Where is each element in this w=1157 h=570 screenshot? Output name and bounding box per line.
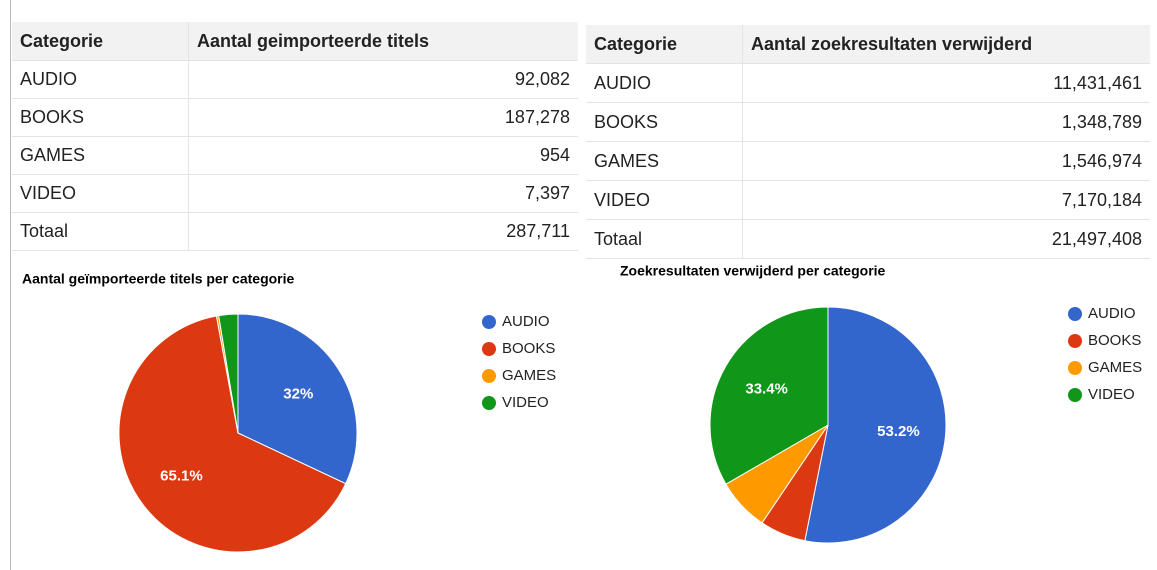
legend-swatch <box>1068 361 1082 375</box>
table-row: Totaal 287,711 <box>12 212 578 251</box>
frame <box>10 0 1157 570</box>
pie-slice <box>118 315 347 553</box>
column-header: Categorie <box>12 22 189 61</box>
legend-swatch <box>482 396 496 410</box>
table-cell: GAMES <box>586 141 743 181</box>
data-table: Categorie Aantal zoekresultaten verwijder… <box>586 25 1150 259</box>
chart-title: Zoekresultaten verwijderd per categorie <box>620 263 886 279</box>
table-cell: BOOKS <box>12 98 189 137</box>
column-header: Aantal zoekresultaten verwijderd <box>742 25 1150 64</box>
legend-label: VIDEO <box>1088 386 1135 403</box>
slice-label: 53.2% <box>877 423 920 440</box>
table-row: BOOKS 1,348,789 <box>586 102 1150 142</box>
legend-label: VIDEO <box>502 394 549 411</box>
table-cell: 11,431,461 <box>742 63 1150 103</box>
table-cell: BOOKS <box>586 102 743 142</box>
slice-label: 32% <box>283 386 313 403</box>
chart-title: Aantal geïmporteerde titels per categori… <box>22 271 295 287</box>
header-row: Categorie Aantal zoekresultaten verwijder… <box>586 25 1150 64</box>
pie-slice <box>218 313 239 434</box>
pie-slice <box>709 306 829 485</box>
legend-swatch <box>1068 334 1082 348</box>
legend-label: GAMES <box>1088 359 1142 376</box>
column-header: Aantal geimporteerde titels <box>188 22 578 61</box>
table-cell: 21,497,408 <box>742 219 1150 259</box>
header-row: Categorie Aantal geimporteerde titels <box>12 22 578 61</box>
legend-swatch <box>482 342 496 356</box>
table-cell: Totaal <box>12 212 189 251</box>
slice-label: 33.4% <box>745 381 788 398</box>
table-cell: 187,278 <box>188 98 578 137</box>
table-cell: VIDEO <box>586 180 743 220</box>
column-header: Categorie <box>586 25 743 64</box>
table-row: VIDEO 7,170,184 <box>586 180 1150 220</box>
legend-label: AUDIO <box>1088 305 1136 322</box>
table-cell: AUDIO <box>12 60 189 99</box>
table-row: VIDEO 7,397 <box>12 174 578 213</box>
legend-label: BOOKS <box>502 340 555 357</box>
pie-slice <box>804 306 947 544</box>
slice-label: 65.1% <box>160 468 203 485</box>
table-cell: 1,546,974 <box>742 141 1150 181</box>
legend-swatch <box>1068 307 1082 321</box>
table-row: GAMES 1,546,974 <box>586 141 1150 181</box>
table-row: AUDIO 11,431,461 <box>586 63 1150 103</box>
table-row: BOOKS 187,278 <box>12 98 578 137</box>
table-row: GAMES 954 <box>12 136 578 175</box>
legend-swatch <box>482 369 496 383</box>
table-cell: 1,348,789 <box>742 102 1150 142</box>
data-table: Categorie Aantal geimporteerde titels AUDI… <box>12 22 578 251</box>
legend-swatch <box>482 315 496 329</box>
legend-label: GAMES <box>502 367 556 384</box>
table-row: AUDIO 92,082 <box>12 60 578 99</box>
table-cell: GAMES <box>12 136 189 175</box>
table-cell: Totaal <box>586 219 743 259</box>
table-row: Totaal 21,497,408 <box>586 219 1150 259</box>
legend-swatch <box>1068 388 1082 402</box>
pie-slice <box>237 313 358 485</box>
table-cell: 287,711 <box>188 212 578 251</box>
legend-label: AUDIO <box>502 313 550 330</box>
table-cell: 7,170,184 <box>742 180 1150 220</box>
table-cell: 92,082 <box>188 60 578 99</box>
table-cell: AUDIO <box>586 63 743 103</box>
table-cell: 7,397 <box>188 174 578 213</box>
table-cell: 954 <box>188 136 578 175</box>
table-cell: VIDEO <box>12 174 189 213</box>
legend-label: BOOKS <box>1088 332 1141 349</box>
